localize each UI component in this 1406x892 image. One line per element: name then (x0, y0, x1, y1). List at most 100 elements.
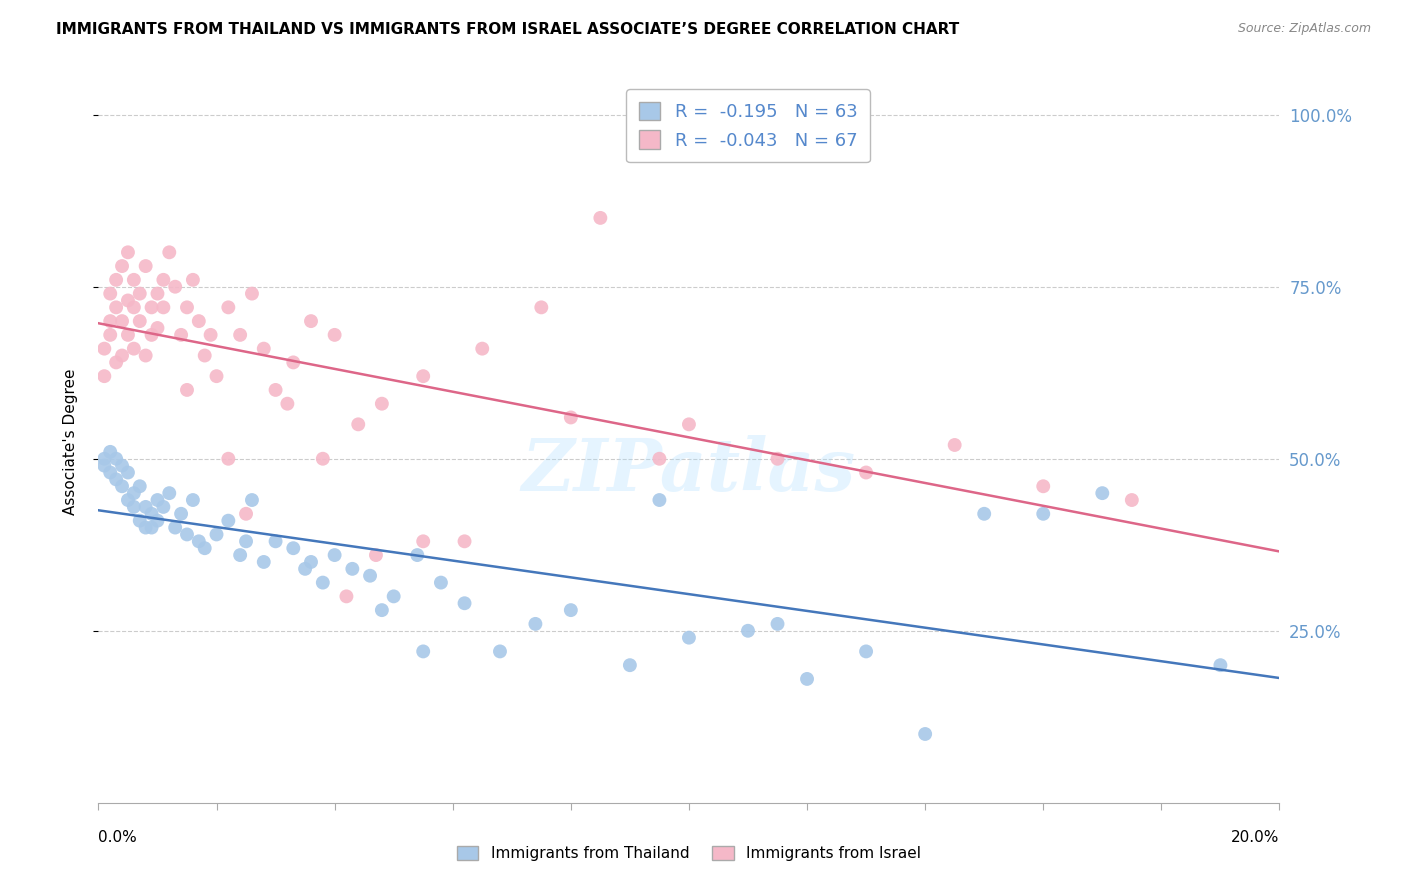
Point (678, 631, 700, 645)
Point (141, 520, 163, 534)
Text: ZIPatlas: ZIPatlas (522, 435, 856, 506)
Point (283, 355, 305, 369)
Point (122, 486, 145, 500)
Point (152, 301, 174, 315)
Point (152, 273, 174, 287)
Point (648, 451, 671, 466)
Point (359, 568, 381, 582)
Point (181, 493, 204, 508)
Point (194, 349, 217, 363)
Point (98, 466, 121, 480)
Point (205, 527, 228, 541)
Point (181, 273, 204, 287)
Point (165, 279, 187, 293)
Point (176, 301, 198, 315)
Point (170, 327, 193, 342)
Point (93, 342, 115, 356)
Point (105, 451, 128, 466)
Point (560, 603, 582, 617)
Point (157, 486, 180, 500)
Point (347, 417, 370, 432)
Point (128, 286, 150, 301)
Point (973, 507, 995, 521)
Point (135, 349, 157, 363)
Point (217, 301, 239, 315)
Point (855, 466, 877, 480)
Point (111, 314, 134, 328)
Point (294, 562, 316, 576)
Point (187, 534, 209, 549)
Point (105, 472, 128, 486)
Point (146, 286, 169, 301)
Point (128, 514, 150, 528)
Point (217, 451, 239, 466)
Text: 0.0%: 0.0% (98, 830, 138, 845)
Point (93, 458, 115, 473)
Text: 20.0%: 20.0% (1232, 830, 1279, 845)
Point (471, 342, 494, 356)
Point (312, 451, 335, 466)
Point (283, 541, 305, 556)
Point (323, 327, 346, 342)
Point (323, 548, 346, 562)
Point (229, 548, 252, 562)
Point (382, 590, 405, 604)
Point (98, 445, 121, 459)
Point (276, 397, 298, 411)
Point (141, 301, 163, 315)
Point (412, 534, 434, 549)
Point (235, 534, 257, 549)
Point (371, 397, 394, 411)
Point (117, 493, 139, 508)
Point (93, 369, 115, 384)
Point (264, 534, 287, 549)
Point (530, 301, 553, 315)
Point (406, 548, 429, 562)
Point (766, 616, 789, 631)
Point (117, 327, 139, 342)
Point (200, 327, 222, 342)
Text: Source: ZipAtlas.com: Source: ZipAtlas.com (1237, 22, 1371, 36)
Point (619, 658, 641, 673)
Point (648, 493, 671, 508)
Point (122, 301, 145, 315)
Point (299, 555, 322, 569)
Point (1091, 486, 1114, 500)
Point (146, 321, 169, 335)
Point (111, 349, 134, 363)
Point (796, 672, 818, 686)
Point (914, 727, 936, 741)
Point (117, 466, 139, 480)
Point (235, 507, 257, 521)
Point (141, 327, 163, 342)
Point (1032, 507, 1054, 521)
Point (170, 507, 193, 521)
Point (165, 520, 187, 534)
Point (146, 493, 169, 508)
Point (128, 479, 150, 493)
Point (105, 273, 128, 287)
Point (430, 575, 453, 590)
Point (342, 562, 364, 576)
Point (117, 293, 139, 308)
Point (312, 575, 335, 590)
Point (98, 314, 121, 328)
Point (152, 500, 174, 514)
Point (737, 624, 759, 638)
Point (111, 259, 134, 273)
Point (146, 514, 169, 528)
Text: IMMIGRANTS FROM THAILAND VS IMMIGRANTS FROM ISRAEL ASSOCIATE’S DEGREE CORRELATIO: IMMIGRANTS FROM THAILAND VS IMMIGRANTS F… (56, 22, 959, 37)
Point (678, 417, 700, 432)
Point (98, 327, 121, 342)
Point (560, 410, 582, 425)
Point (194, 541, 217, 556)
Point (489, 644, 512, 658)
Point (176, 527, 198, 541)
Point (135, 259, 157, 273)
Point (453, 534, 475, 549)
Point (205, 369, 228, 384)
Point (157, 245, 180, 260)
Point (453, 596, 475, 610)
Point (412, 369, 434, 384)
Point (98, 286, 121, 301)
